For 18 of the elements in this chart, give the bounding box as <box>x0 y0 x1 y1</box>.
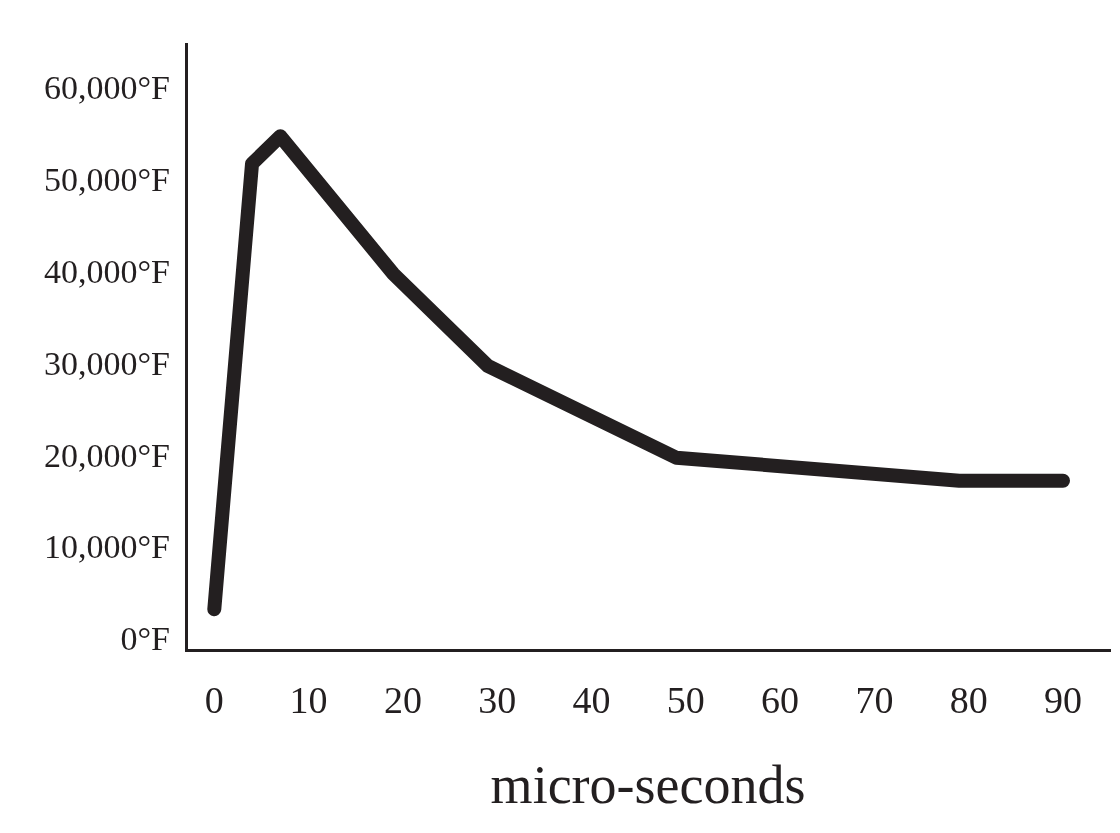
y-tick-label: 10,000°F <box>43 528 171 566</box>
y-tick-label: 50,000°F <box>43 161 171 199</box>
x-tick-label: 40 <box>572 679 611 722</box>
x-tick-label: 90 <box>1044 679 1082 722</box>
x-tick-label: 30 <box>478 679 517 722</box>
x-tick-label: 60 <box>761 679 800 722</box>
x-tick-label: 50 <box>666 679 705 722</box>
y-tick-label: 20,000°F <box>43 436 171 474</box>
x-tick-label: 0 <box>204 679 224 722</box>
y-tick-label: 60,000°F <box>43 69 171 107</box>
x-tick-label: 10 <box>289 679 328 722</box>
x-tick-label: 70 <box>855 679 894 722</box>
y-tick-label: 0°F <box>120 620 171 658</box>
x-tick-label: 80 <box>949 679 988 722</box>
x-tick-label: 20 <box>383 679 422 722</box>
y-tick-label: 40,000°F <box>43 252 171 290</box>
y-tick-label: 30,000°F <box>43 344 171 382</box>
x-axis-title: micro-seconds <box>490 754 806 815</box>
